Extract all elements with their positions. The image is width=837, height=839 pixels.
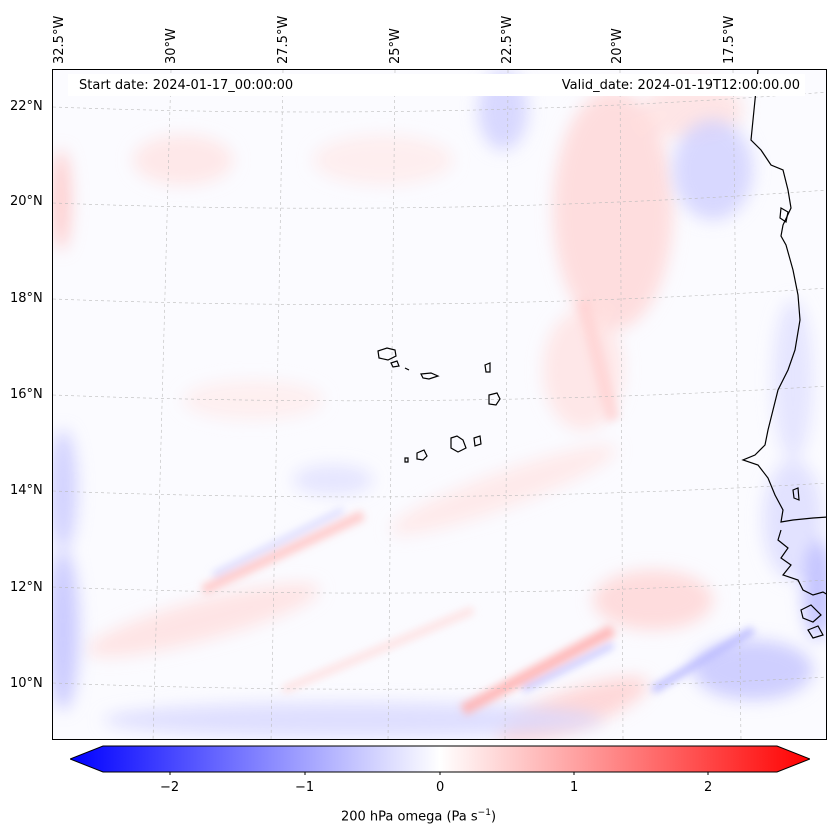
colorbar-tick-label: 0 (436, 780, 445, 795)
colorbar-body (70, 745, 810, 773)
graticule (53, 70, 826, 739)
lon-label-32.5w: 32.5°W (52, 15, 67, 64)
omega-field-map (53, 70, 826, 739)
lat-label-22n: 22°N (10, 99, 43, 114)
lon-label-17.5w: 17.5°W (722, 15, 737, 64)
lon-label-25w: 25°W (388, 28, 403, 64)
colorbar-label-end: ) (490, 809, 497, 825)
lon-label-20w: 20°W (610, 28, 625, 64)
valid-date-label: Valid_date: 2024-01-19T12:00:00.00 (561, 78, 800, 93)
african-coastline (741, 70, 826, 639)
lat-label-10n: 10°N (10, 676, 43, 691)
start-date-label: Start date: 2024-01-17_00:00:00 (79, 78, 294, 93)
lon-label-30w: 30°W (164, 28, 179, 64)
map-panel[interactable] (52, 69, 827, 740)
lat-label-12n: 12°N (10, 580, 43, 595)
colorbar-tick-label: −1 (295, 780, 315, 795)
colorbar-label: 200 hPa omega (Pa s−1) (0, 808, 837, 824)
lon-label-22.5w: 22.5°W (500, 15, 515, 64)
cape-verde-islands (377, 347, 501, 463)
lon-label-27.5w: 27.5°W (276, 15, 291, 64)
lat-label-16n: 16°N (10, 387, 43, 402)
colorbar (70, 745, 810, 775)
omega-negative-patches (53, 70, 826, 738)
colorbar-tick-label: 1 (570, 780, 579, 795)
colorbar-label-exponent: −1 (477, 808, 491, 818)
lat-label-18n: 18°N (10, 291, 43, 306)
header-box (68, 74, 805, 96)
omega-bands (200, 298, 756, 716)
colorbar-tick-label: −2 (160, 780, 180, 795)
colorbar-tick-label: 2 (704, 780, 713, 795)
colorbar-label-text: 200 hPa omega (Pa s (340, 809, 478, 825)
lat-label-20n: 20°N (10, 194, 43, 209)
lat-label-14n: 14°N (10, 483, 43, 498)
